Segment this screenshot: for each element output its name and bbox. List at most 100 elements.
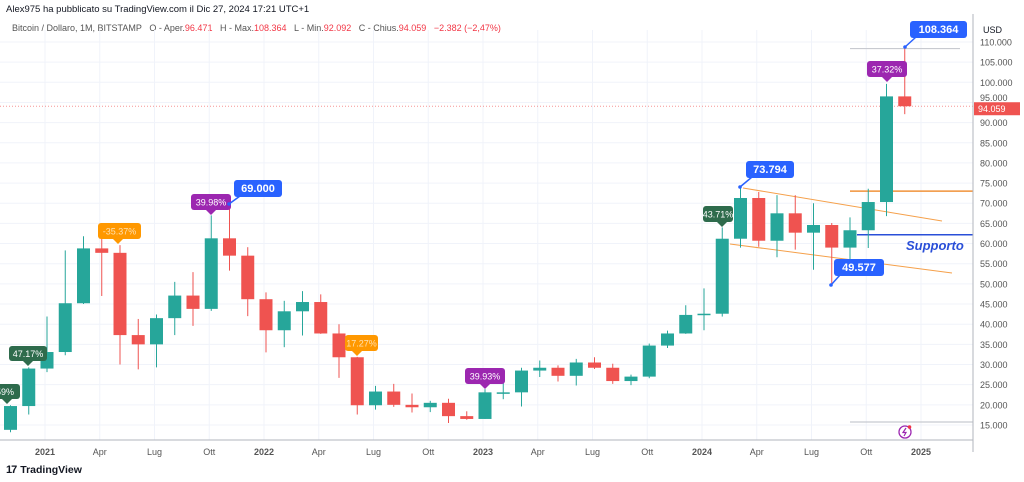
candle-body [715, 238, 729, 314]
annotation-text: 17.27% [346, 339, 377, 349]
candle-body [478, 392, 492, 419]
candle [369, 385, 382, 410]
candle [569, 358, 583, 386]
x-tick-label: Ott [422, 447, 435, 457]
y-tick-label: 105.000 [980, 58, 1013, 68]
high-label: H - Max. [219, 23, 254, 33]
candle [460, 411, 474, 420]
x-tick-label: 2021 [35, 447, 55, 457]
annotation-box [0, 384, 20, 399]
annotation-text: 69.000 [241, 183, 275, 195]
x-tick-label: Ott [203, 447, 216, 457]
candle [515, 367, 528, 407]
x-tick-label: Lug [804, 447, 819, 457]
candle [697, 288, 711, 331]
x-tick-label: Ott [860, 447, 873, 457]
x-tick-label: 2023 [473, 447, 493, 457]
annotation-anchor [829, 283, 833, 287]
candle-body [752, 197, 766, 241]
candle-body [697, 313, 711, 316]
candle [131, 318, 145, 370]
annotation-pointer [206, 210, 216, 215]
candle-body [186, 295, 200, 309]
annotation-text: 43.71% [703, 210, 734, 220]
tradingview-logo-icon: 17 [6, 464, 17, 476]
x-tick-label: Apr [750, 447, 764, 457]
last-price-badge [974, 102, 1020, 116]
change-value: −2.382 (−2,47%) [433, 23, 501, 33]
annotation-label: 17.27% [345, 335, 378, 356]
candle [642, 343, 656, 379]
candle [606, 363, 620, 384]
annotation-pointer [830, 274, 841, 286]
open-label: O - Aper. [149, 23, 185, 33]
candle [442, 398, 455, 423]
annotation-box [465, 368, 505, 384]
candle [314, 294, 328, 334]
annotation-box [703, 206, 733, 222]
symbol-title[interactable]: Bitcoin / Dollaro, 1M, BITSTAMP [12, 23, 142, 33]
candle-body [405, 404, 419, 408]
y-tick-label: 65.000 [980, 219, 1008, 229]
candle-body [679, 314, 693, 334]
candle-body [569, 362, 583, 376]
candle-body [898, 96, 912, 107]
annotation-label: 59% [0, 384, 20, 404]
y-tick-label: 55.000 [980, 259, 1008, 269]
y-tick-label: 45.000 [980, 300, 1008, 310]
candle [624, 374, 638, 386]
annotation-label: 49.577 [829, 259, 884, 287]
candle-body [168, 295, 182, 319]
y-tick-label: 25.000 [980, 380, 1008, 390]
candle [825, 222, 839, 286]
ohlc-legend: Bitcoin / Dollaro, 1M, BITSTAMP O - Aper… [12, 23, 501, 33]
candle-body [515, 370, 528, 393]
annotation-box [191, 194, 231, 210]
candle-body [460, 416, 474, 419]
candle [405, 393, 419, 413]
annotation-pointer [23, 361, 33, 366]
candle-body [442, 402, 455, 417]
candle-body [296, 302, 309, 312]
annotation-text: 39.93% [470, 372, 501, 382]
y-tick-label: 20.000 [980, 400, 1008, 410]
candle [496, 383, 510, 400]
candle-body [734, 197, 747, 239]
candle [332, 324, 346, 378]
annotation-text: 47.17% [13, 349, 44, 359]
candle-body [259, 299, 273, 331]
annotation-anchor [738, 185, 742, 189]
candle [423, 400, 437, 413]
y-tick-label: 80.000 [980, 158, 1008, 168]
candle-body [22, 368, 36, 407]
channel-upper-line [742, 187, 943, 222]
annotation-box [9, 346, 47, 361]
close-label: C - Chius. [358, 23, 399, 33]
notification-dot [907, 425, 912, 429]
candle-body [58, 303, 72, 353]
candle [807, 203, 820, 270]
candle [4, 405, 17, 433]
lightning-icon[interactable] [898, 425, 912, 439]
candle-body [642, 345, 656, 377]
y-tick-label: 60.000 [980, 239, 1008, 249]
annotation-pointer [480, 384, 490, 389]
tradingview-logo[interactable]: 17 TradingView [6, 464, 82, 476]
annotation-label: 37.32% [867, 61, 907, 82]
annotations: 59% 47.17% -35.37% 39.98% 69.000 17.27% 39.93%… [0, 21, 967, 404]
annotation-label: 69.000 [227, 180, 282, 206]
candle-body [551, 367, 565, 376]
y-tick-label: 100.000 [980, 78, 1013, 88]
y-tick-label: 35.000 [980, 340, 1008, 350]
annotation-box [746, 161, 794, 178]
axes: 15.000 20.000 25.000 30.000 35.000 40.000 45.0… [0, 14, 1020, 457]
x-tick-label: Lug [147, 447, 162, 457]
annotation-pointer [717, 222, 727, 227]
x-tick-label: Ott [641, 447, 654, 457]
annotation-box [910, 21, 967, 38]
annotation-anchor [903, 45, 907, 49]
currency-label: USD [983, 25, 1003, 35]
candle-body [588, 362, 601, 368]
candle-body [788, 213, 802, 233]
